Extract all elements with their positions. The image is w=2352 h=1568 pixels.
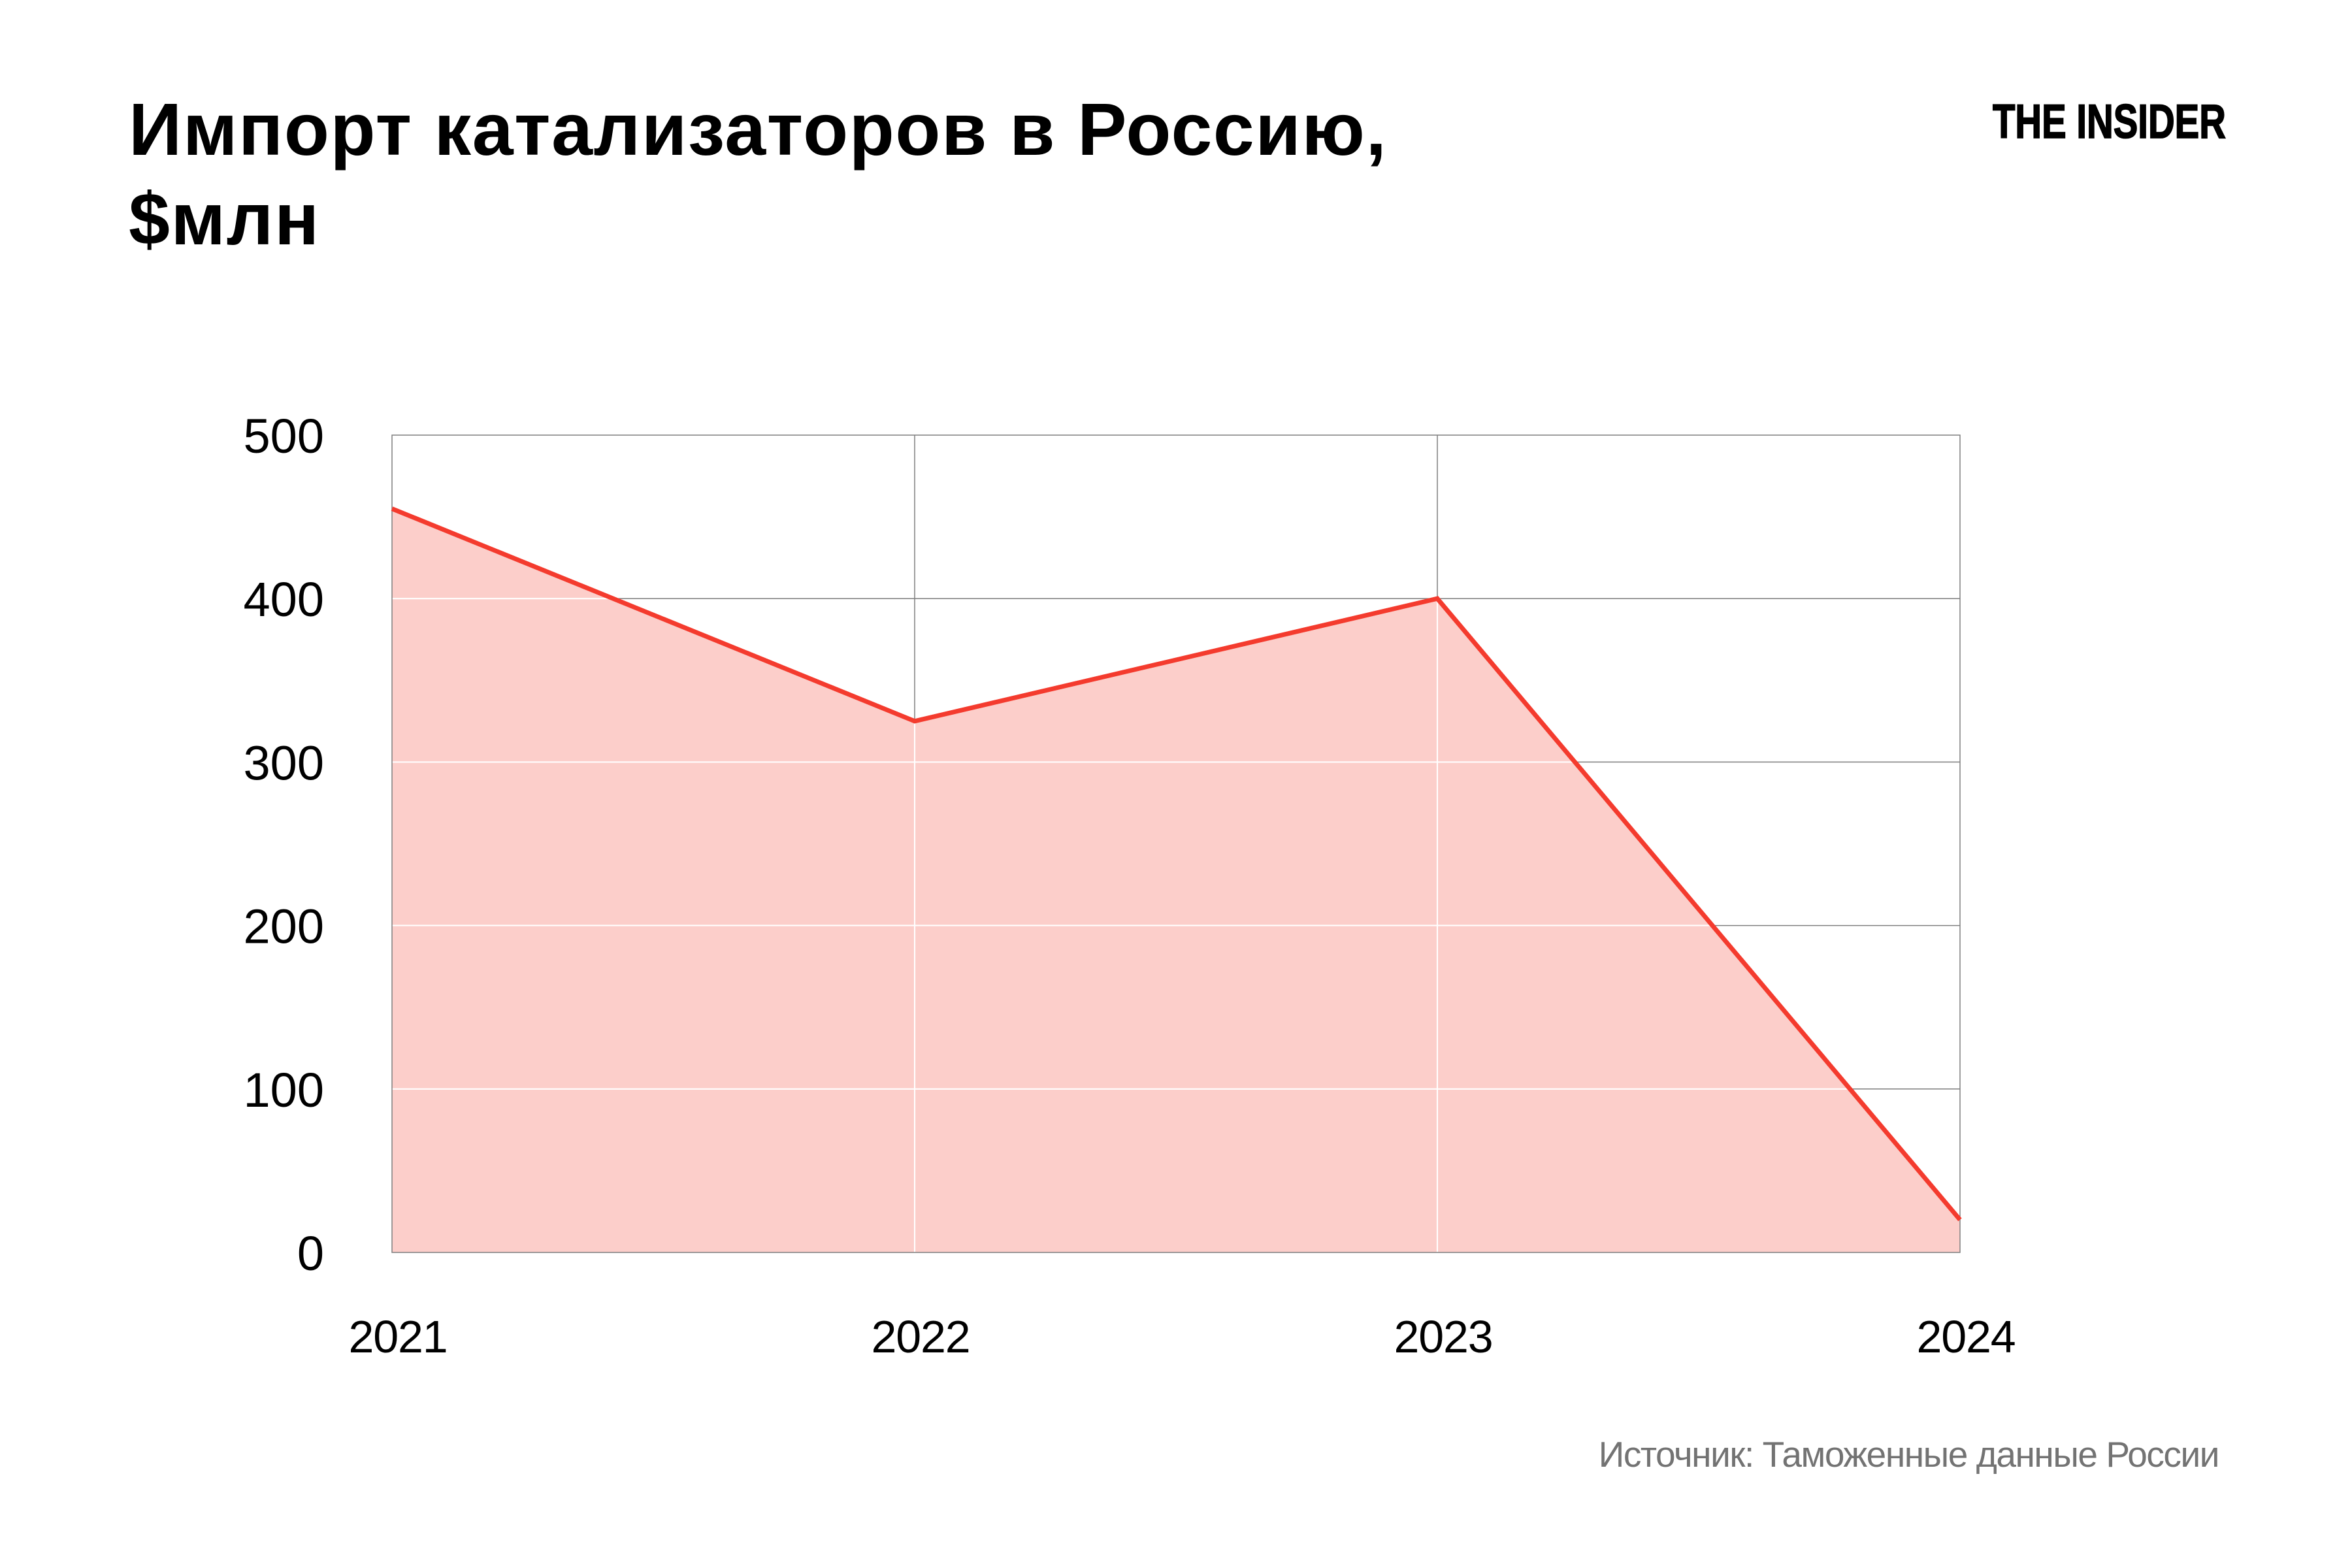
svg-text:300: 300 [244,736,324,790]
svg-text:2023: 2023 [1394,1311,1493,1362]
svg-text:0: 0 [297,1226,324,1281]
svg-text:Источник: Таможенные данные Ро: Источник: Таможенные данные России [1599,1434,2219,1475]
svg-text:500: 500 [244,409,324,463]
svg-text:THE INSIDER: THE INSIDER [1993,95,2226,148]
svg-text:400: 400 [244,572,324,627]
svg-text:2024: 2024 [1917,1311,2016,1362]
svg-text:2022: 2022 [872,1311,970,1362]
svg-text:200: 200 [244,900,324,954]
svg-text:100: 100 [244,1063,324,1117]
svg-text:2021: 2021 [349,1311,448,1362]
